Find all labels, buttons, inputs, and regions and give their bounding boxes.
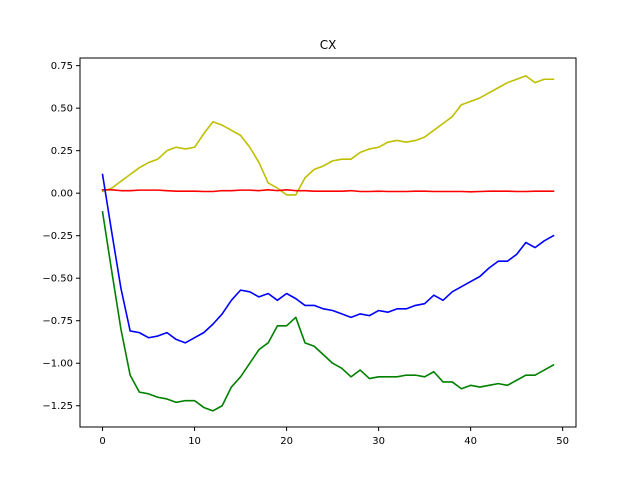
- x-tick-label: 40: [464, 436, 477, 447]
- series-line-3: [101, 173, 555, 344]
- plot-area-frame: [79, 57, 577, 428]
- y-tick-label: −0.25: [42, 231, 73, 242]
- y-tick-label: −1.00: [42, 359, 73, 370]
- x-tick-label: 10: [188, 436, 201, 447]
- y-tick-label: 0.25: [51, 146, 73, 157]
- x-tick-label: 20: [280, 436, 293, 447]
- y-tick-label: 0.00: [51, 189, 73, 200]
- y-tick-label: 0.75: [51, 61, 73, 72]
- x-tick-label: 0: [99, 436, 105, 447]
- series-line-1: [101, 75, 555, 196]
- series-layer: [101, 75, 555, 412]
- y-tick-label: −1.25: [42, 401, 73, 412]
- y-tick-label: 0.50: [51, 104, 73, 115]
- chart-title: CX: [320, 38, 337, 52]
- x-axis-ticks: 0 10 20 30 40 50: [99, 427, 569, 447]
- y-tick-label: −0.50: [42, 274, 73, 285]
- series-line-4: [101, 210, 555, 412]
- x-tick-label: 30: [372, 436, 385, 447]
- series-line-2: [101, 188, 555, 193]
- y-axis-ticks: 0.75 0.50 0.25 0.00 −0.25 −0.50 −0.75 −1.00 −1.2…: [42, 61, 80, 412]
- y-tick-label: −0.75: [42, 316, 73, 327]
- x-tick-label: 50: [556, 436, 569, 447]
